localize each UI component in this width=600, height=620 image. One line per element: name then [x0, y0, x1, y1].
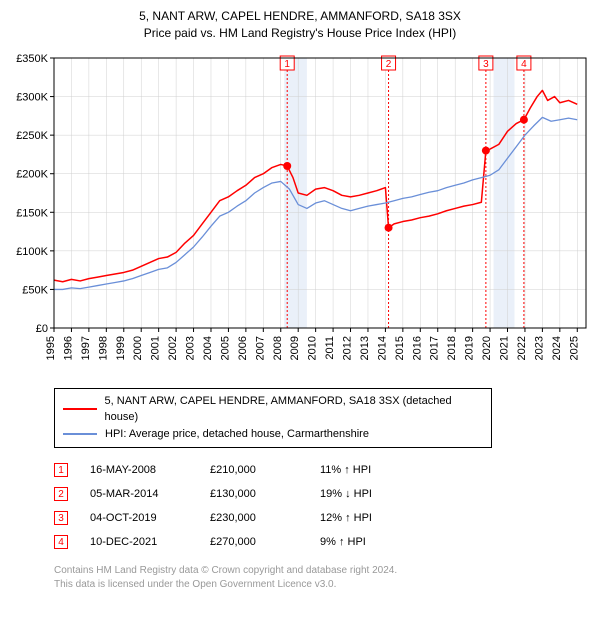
legend-row: HPI: Average price, detached house, Carm…: [63, 426, 483, 443]
svg-text:2007: 2007: [254, 336, 266, 360]
event-date: 04-OCT-2019: [90, 512, 210, 524]
event-date: 10-DEC-2021: [90, 536, 210, 548]
svg-text:1999: 1999: [115, 336, 127, 360]
svg-text:2003: 2003: [185, 336, 197, 360]
svg-text:2018: 2018: [446, 336, 458, 360]
svg-text:2014: 2014: [376, 336, 388, 360]
event-row: 1 16-MAY-2008£210,00011% ↑ HPI: [54, 458, 590, 482]
svg-text:2023: 2023: [533, 336, 545, 360]
footer-line2: This data is licensed under the Open Gov…: [54, 578, 590, 592]
svg-text:2011: 2011: [324, 336, 336, 360]
event-hpi-diff: 19% ↓ HPI: [320, 488, 410, 500]
event-row: 4 10-DEC-2021£270,0009% ↑ HPI: [54, 530, 590, 554]
svg-text:2006: 2006: [237, 336, 249, 360]
event-row: 3 04-OCT-2019£230,00012% ↑ HPI: [54, 506, 590, 530]
svg-text:1: 1: [284, 59, 290, 70]
legend-row: 5, NANT ARW, CAPEL HENDRE, AMMANFORD, SA…: [63, 393, 483, 426]
legend-swatch: [63, 408, 97, 410]
svg-text:2: 2: [386, 59, 392, 70]
svg-text:2017: 2017: [429, 336, 441, 360]
legend-label: 5, NANT ARW, CAPEL HENDRE, AMMANFORD, SA…: [105, 393, 483, 426]
legend-swatch: [63, 433, 97, 435]
svg-text:2022: 2022: [516, 336, 528, 360]
event-price: £230,000: [210, 512, 320, 524]
event-hpi-diff: 11% ↑ HPI: [320, 464, 410, 476]
events-table: 1 16-MAY-2008£210,00011% ↑ HPI 2 05-MAR-201…: [54, 458, 590, 554]
svg-text:3: 3: [483, 59, 489, 70]
footer-attribution: Contains HM Land Registry data © Crown c…: [54, 564, 590, 592]
svg-text:£0: £0: [36, 323, 48, 335]
event-marker-box: 3: [54, 511, 68, 525]
svg-text:1998: 1998: [97, 336, 109, 360]
svg-text:2015: 2015: [394, 336, 406, 360]
event-marker-box: 4: [54, 535, 68, 549]
svg-text:2025: 2025: [568, 336, 580, 360]
legend-label: HPI: Average price, detached house, Carm…: [105, 426, 369, 443]
svg-text:2013: 2013: [359, 336, 371, 360]
svg-text:2000: 2000: [132, 336, 144, 360]
chart-title-line1: 5, NANT ARW, CAPEL HENDRE, AMMANFORD, SA…: [10, 8, 590, 25]
event-date: 16-MAY-2008: [90, 464, 210, 476]
svg-text:2024: 2024: [551, 336, 563, 360]
svg-text:4: 4: [521, 59, 527, 70]
svg-text:£150K: £150K: [16, 207, 48, 219]
svg-text:2016: 2016: [411, 336, 423, 360]
svg-text:1997: 1997: [80, 336, 92, 360]
svg-text:2001: 2001: [150, 336, 162, 360]
svg-text:2008: 2008: [272, 336, 284, 360]
chart-area: 1 2 3 4 £0 £50K £100K £150K £200K £250K £300K £350K…: [10, 48, 590, 378]
svg-text:1996: 1996: [62, 336, 74, 360]
svg-text:£250K: £250K: [16, 130, 48, 142]
svg-text:2004: 2004: [202, 336, 214, 360]
event-date: 05-MAR-2014: [90, 488, 210, 500]
svg-text:£350K: £350K: [16, 53, 48, 65]
line-chart-svg: 1 2 3 4 £0 £50K £100K £150K £200K £250K £300K £350K…: [10, 48, 590, 378]
svg-text:2020: 2020: [481, 336, 493, 360]
svg-text:2012: 2012: [342, 336, 354, 360]
svg-text:2005: 2005: [219, 336, 231, 360]
event-price: £270,000: [210, 536, 320, 548]
legend: 5, NANT ARW, CAPEL HENDRE, AMMANFORD, SA…: [54, 388, 492, 449]
event-price: £210,000: [210, 464, 320, 476]
svg-text:£300K: £300K: [16, 91, 48, 103]
event-price: £130,000: [210, 488, 320, 500]
event-marker-box: 2: [54, 487, 68, 501]
svg-text:£200K: £200K: [16, 168, 48, 180]
svg-text:2010: 2010: [307, 336, 319, 360]
chart-title-line2: Price paid vs. HM Land Registry's House …: [10, 25, 590, 42]
svg-text:2021: 2021: [499, 336, 511, 360]
svg-text:2002: 2002: [167, 336, 179, 360]
svg-text:2019: 2019: [464, 336, 476, 360]
svg-text:1995: 1995: [45, 336, 57, 360]
event-marker-box: 1: [54, 463, 68, 477]
footer-line1: Contains HM Land Registry data © Crown c…: [54, 564, 590, 578]
event-hpi-diff: 12% ↑ HPI: [320, 512, 410, 524]
svg-text:2009: 2009: [289, 336, 301, 360]
event-hpi-diff: 9% ↑ HPI: [320, 536, 410, 548]
svg-text:£50K: £50K: [22, 284, 48, 296]
event-row: 2 05-MAR-2014£130,00019% ↓ HPI: [54, 482, 590, 506]
svg-text:£100K: £100K: [16, 245, 48, 257]
